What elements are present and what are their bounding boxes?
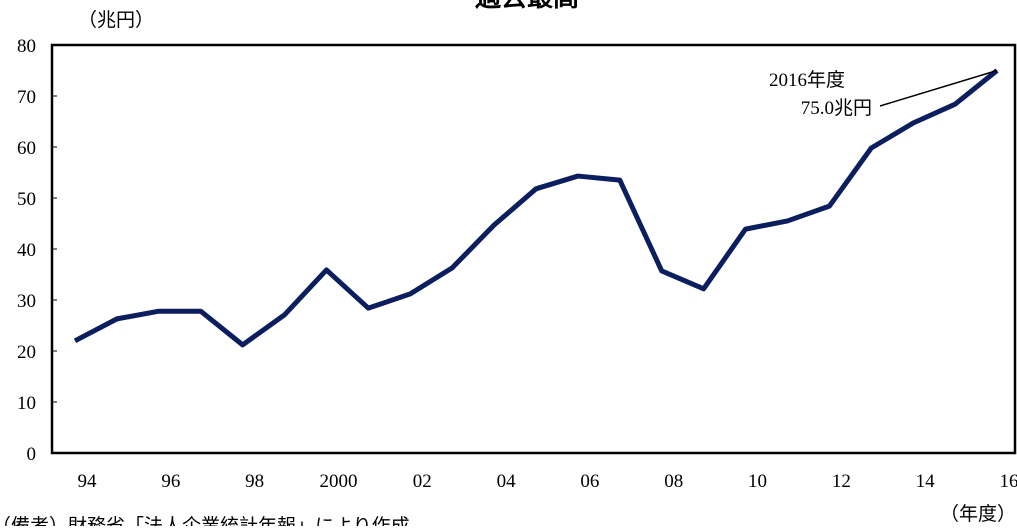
- x-axis-label: （年度）: [940, 503, 1016, 525]
- x-tick-label: 06: [580, 471, 599, 492]
- x-tick-label: 04: [497, 471, 517, 492]
- note: （備考）財務省「法人企業統計年報」により作成: [0, 515, 410, 526]
- x-tick-label: 96: [161, 471, 180, 492]
- chart-title: 過去最高: [475, 0, 579, 12]
- y-tick-label: 60: [17, 138, 36, 159]
- x-tick-label: 94: [78, 471, 98, 492]
- y-tick-label: 50: [17, 189, 36, 210]
- x-tick-label: 14: [916, 471, 936, 492]
- annotation: 2016年度: [769, 69, 845, 91]
- x-tick-label: 12: [832, 471, 851, 492]
- y-tick-label: 40: [17, 240, 36, 261]
- y-tick-label: 80: [17, 36, 36, 57]
- y-tick-label: 70: [17, 87, 36, 108]
- y-axis-label: （兆円）: [78, 9, 154, 31]
- annotation: 75.0兆円: [801, 97, 872, 119]
- y-tick-label: 0: [27, 444, 37, 465]
- x-tick-label: 02: [413, 471, 432, 492]
- x-tick-label: 10: [748, 471, 767, 492]
- x-tick-label: 16: [1000, 471, 1017, 492]
- y-tick-label: 10: [17, 393, 36, 414]
- x-tick-label: 08: [664, 471, 683, 492]
- y-tick-label: 20: [17, 342, 36, 363]
- annotation-leader: [880, 71, 997, 107]
- y-tick-label: 30: [17, 291, 36, 312]
- x-tick-label: 2000: [319, 471, 357, 492]
- x-tick-label: 98: [245, 471, 264, 492]
